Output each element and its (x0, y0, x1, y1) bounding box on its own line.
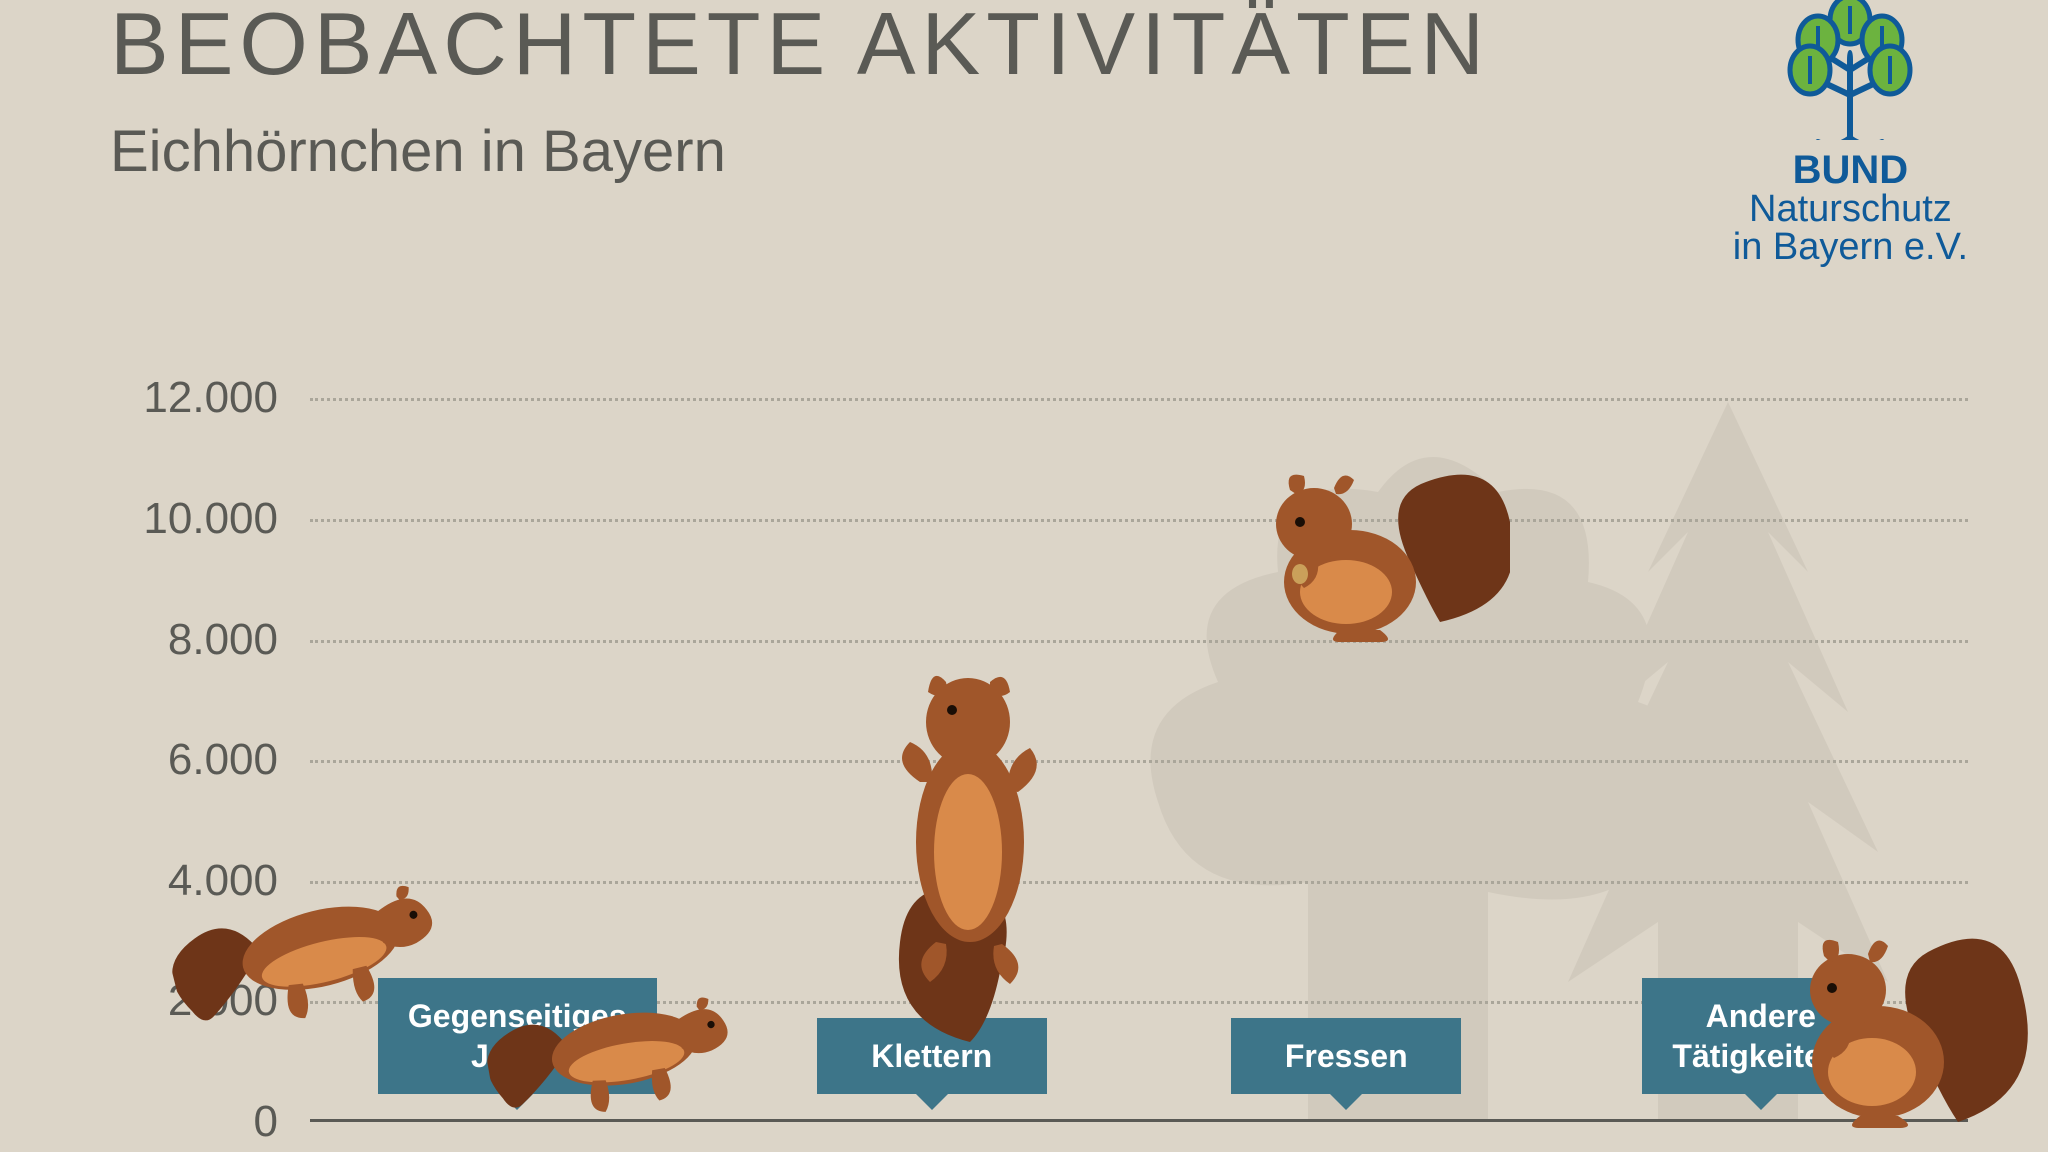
y-tick-label: 12.000 (110, 373, 290, 423)
page-title: BEOBACHTETE AKTIVITÄTEN (110, 0, 1938, 88)
squirrel-climbing-icon (850, 642, 1080, 1042)
plot-area: GegenseitigesJagenKletternFressenAndereT… (310, 350, 1968, 1122)
squirrel-eating-icon (1230, 442, 1510, 642)
bund-logo: BUND Naturschutz in Bayern e.V. (1733, 0, 1968, 269)
page-subtitle: Eichhörnchen in Bayern (110, 118, 1938, 185)
y-tick-label: 0 (110, 1097, 290, 1147)
logo-brand: BUND (1793, 148, 1909, 192)
bar-column: Fressen (1139, 1018, 1554, 1122)
y-tick-label: 8.000 (110, 615, 290, 665)
y-tick-label: 10.000 (110, 494, 290, 544)
chart-area: 02.0004.0006.0008.00010.00012.000 Gegens… (110, 350, 1968, 1152)
squirrel-sitting-icon (1768, 872, 2028, 1132)
infographic-page: BEOBACHTETE AKTIVITÄTEN Eichhörnchen in … (0, 0, 2048, 1152)
y-tick-label: 6.000 (110, 735, 290, 785)
bar-label: Fressen (1231, 1018, 1461, 1094)
logo-tagline2: in Bayern e.V. (1733, 227, 1968, 269)
bund-tree-icon (1770, 0, 1930, 140)
logo-tagline1: Naturschutz (1733, 189, 1968, 231)
